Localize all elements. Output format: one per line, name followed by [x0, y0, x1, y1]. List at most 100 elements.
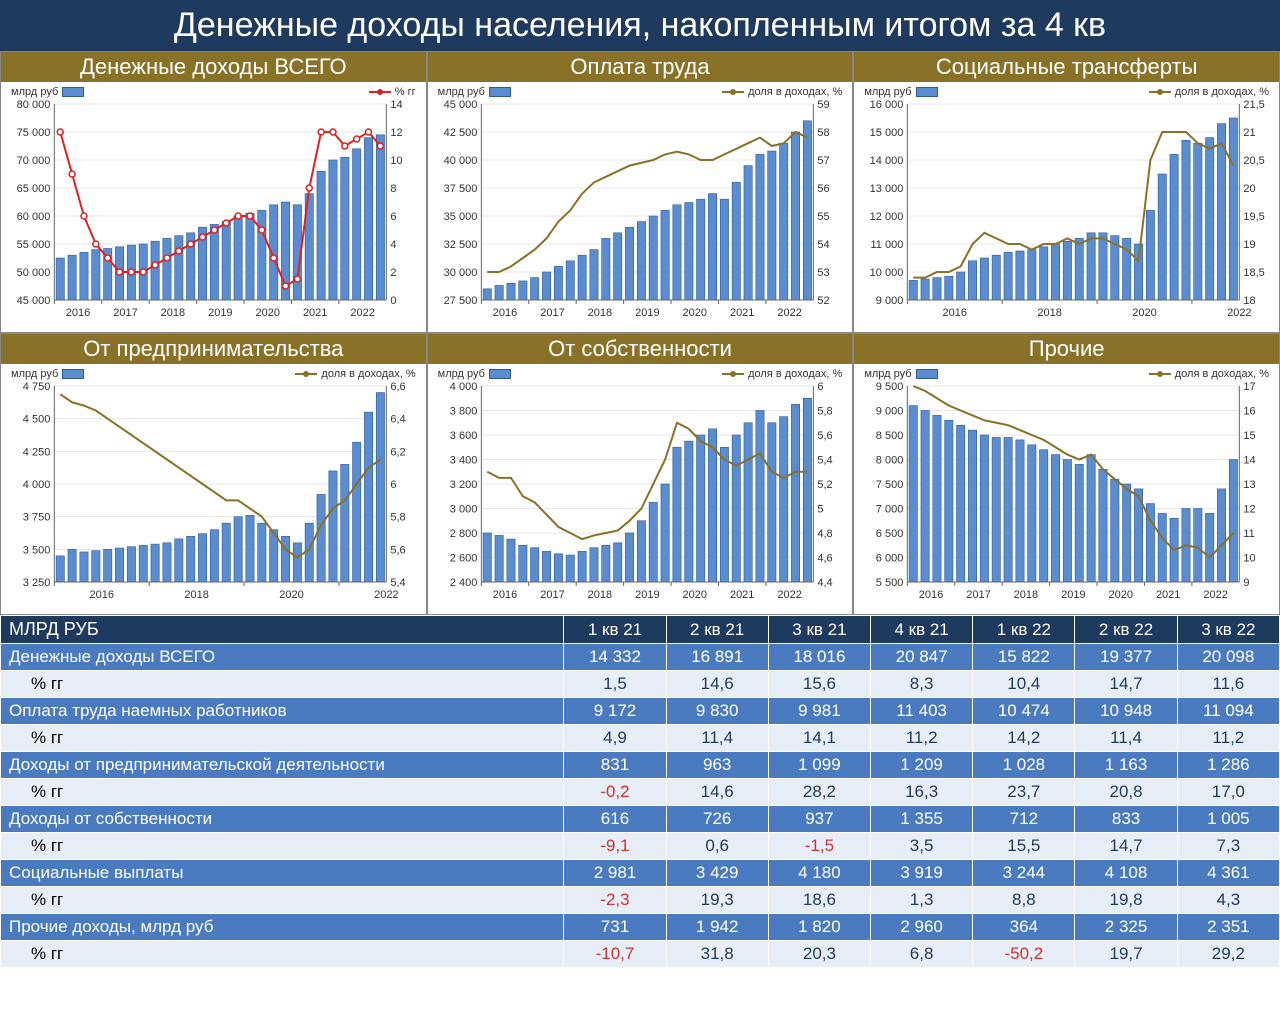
- svg-text:21,5: 21,5: [1244, 100, 1265, 111]
- cell: 14,6: [666, 779, 768, 806]
- svg-text:2019: 2019: [635, 307, 659, 319]
- svg-text:2016: 2016: [919, 589, 943, 601]
- col-header: 3 кв 21: [768, 616, 870, 644]
- cell: 3,5: [871, 833, 973, 860]
- cell: 20,3: [768, 941, 870, 968]
- cell: 731: [564, 914, 666, 941]
- svg-text:2020: 2020: [1133, 307, 1157, 319]
- svg-text:3 800: 3 800: [449, 406, 477, 418]
- svg-text:4,6: 4,6: [817, 553, 832, 565]
- svg-text:32 500: 32 500: [443, 239, 477, 251]
- svg-text:4,4: 4,4: [817, 577, 832, 589]
- table-row: % гг-10,731,820,36,8-50,219,729,2: [1, 941, 1280, 968]
- table-row: Доходы от предпринимательской деятельнос…: [1, 752, 1280, 779]
- svg-text:2018: 2018: [587, 589, 611, 601]
- svg-text:5,4: 5,4: [817, 455, 832, 467]
- svg-text:58: 58: [817, 127, 829, 139]
- cell: 6,8: [871, 941, 973, 968]
- chart-body: млрд рубдоля в доходах, %2 4002 6002 800…: [428, 364, 853, 614]
- cell: 17,0: [1177, 779, 1279, 806]
- cell: 3 429: [666, 860, 768, 887]
- cell: 14,6: [666, 671, 768, 698]
- svg-text:55 000: 55 000: [17, 239, 51, 251]
- svg-text:11 000: 11 000: [871, 239, 904, 251]
- bar-swatch: [489, 369, 511, 379]
- svg-text:2021: 2021: [1156, 589, 1180, 601]
- svg-text:19,5: 19,5: [1244, 211, 1265, 223]
- svg-text:4: 4: [390, 239, 396, 251]
- cell: 11,6: [1177, 671, 1279, 698]
- row-label: Денежные доходы ВСЕГО: [1, 644, 564, 671]
- chart-body: млрд руб% гг45 00050 00055 00060 00065 0…: [1, 82, 426, 332]
- cell: 1 099: [768, 752, 870, 779]
- svg-text:3 750: 3 750: [23, 512, 51, 524]
- col-header: 2 кв 21: [666, 616, 768, 644]
- chart-title: От собственности: [428, 334, 853, 364]
- svg-text:14 000: 14 000: [870, 155, 904, 167]
- svg-text:7 500: 7 500: [876, 479, 904, 491]
- legend-line: доля в доходах, %: [1149, 368, 1269, 380]
- svg-text:5,8: 5,8: [390, 512, 405, 524]
- svg-text:45 000: 45 000: [443, 100, 477, 111]
- svg-text:18,5: 18,5: [1244, 267, 1265, 279]
- svg-text:5,4: 5,4: [390, 577, 405, 589]
- svg-text:5,2: 5,2: [817, 479, 832, 491]
- svg-text:9 000: 9 000: [876, 406, 904, 418]
- cell: 20 098: [1177, 644, 1279, 671]
- legend-label-left: млрд руб: [864, 368, 911, 380]
- chart-body: млрд рубдоля в доходах, %27 50030 00032 …: [428, 82, 853, 332]
- line-swatch: [1149, 373, 1171, 375]
- svg-text:2022: 2022: [1227, 307, 1251, 319]
- svg-text:45 000: 45 000: [17, 295, 51, 307]
- line-swatch: [1149, 91, 1171, 93]
- cell: 14 332: [564, 644, 666, 671]
- svg-text:18: 18: [1244, 295, 1256, 307]
- cell: 9 172: [564, 698, 666, 725]
- cell: 0,6: [666, 833, 768, 860]
- svg-text:15: 15: [1244, 430, 1256, 442]
- svg-text:21: 21: [1244, 127, 1256, 139]
- svg-text:2019: 2019: [208, 307, 232, 319]
- svg-text:2017: 2017: [540, 307, 564, 319]
- cell: 937: [768, 806, 870, 833]
- cell: 15 822: [973, 644, 1075, 671]
- cell: 2 325: [1075, 914, 1177, 941]
- data-table: МЛРД РУБ1 кв 212 кв 213 кв 214 кв 211 кв…: [0, 615, 1280, 968]
- table-row: Социальные выплаты2 9813 4294 1803 9193 …: [1, 860, 1280, 887]
- legend-label-left: млрд руб: [864, 86, 911, 98]
- legend-label-right: доля в доходах, %: [1175, 368, 1269, 380]
- cell: 10 474: [973, 698, 1075, 725]
- svg-text:7 000: 7 000: [876, 504, 904, 516]
- legend-label-right: доля в доходах, %: [321, 368, 415, 380]
- legend-label-left: млрд руб: [11, 368, 58, 380]
- line-swatch: [295, 373, 317, 375]
- svg-text:8 500: 8 500: [876, 430, 904, 442]
- svg-text:8: 8: [390, 183, 396, 195]
- cell: -1,5: [768, 833, 870, 860]
- cell: -50,2: [973, 941, 1075, 968]
- svg-text:14: 14: [1244, 455, 1256, 467]
- svg-text:9 000: 9 000: [876, 295, 904, 307]
- cell: 4 361: [1177, 860, 1279, 887]
- svg-text:3 500: 3 500: [23, 544, 51, 556]
- svg-text:8 000: 8 000: [876, 455, 904, 467]
- svg-text:37 500: 37 500: [443, 183, 477, 195]
- svg-text:2019: 2019: [1061, 589, 1085, 601]
- svg-text:3 200: 3 200: [449, 479, 477, 491]
- bar-swatch: [489, 87, 511, 97]
- svg-text:12: 12: [1244, 504, 1256, 516]
- bar-swatch: [62, 87, 84, 97]
- row-label: % гг: [1, 779, 564, 806]
- svg-text:15 000: 15 000: [870, 127, 904, 139]
- legend-line: % гг: [369, 86, 416, 98]
- cell: 963: [666, 752, 768, 779]
- svg-text:6: 6: [817, 382, 823, 393]
- chart-title: Прочие: [854, 334, 1279, 364]
- svg-text:6: 6: [390, 211, 396, 223]
- svg-text:5,6: 5,6: [817, 430, 832, 442]
- svg-text:55: 55: [817, 211, 829, 223]
- cell: 1 355: [871, 806, 973, 833]
- cell: 19 377: [1075, 644, 1177, 671]
- svg-text:52: 52: [817, 295, 829, 307]
- row-label: Доходы от предпринимательской деятельнос…: [1, 752, 564, 779]
